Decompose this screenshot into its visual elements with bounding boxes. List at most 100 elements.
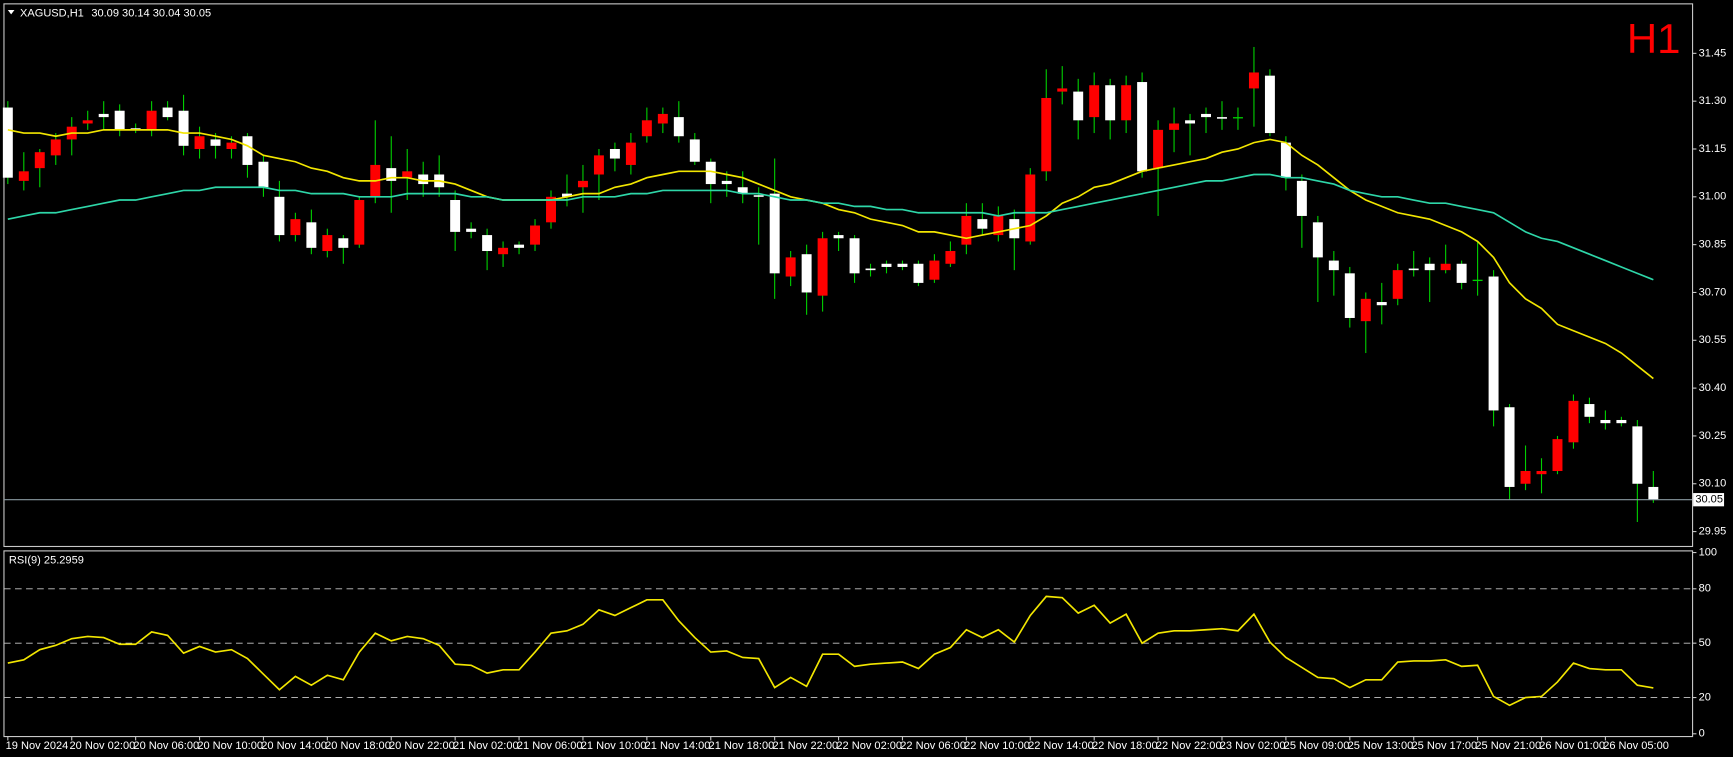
candle-body [1648,486,1659,500]
candle-body [1536,471,1547,475]
candle-body [146,110,157,130]
x-tick-label: 22 Nov 14:00 [1028,740,1094,752]
candle-body [2,107,13,178]
x-tick-label: 25 Nov 09:00 [1284,740,1350,752]
candle-body [18,171,29,181]
candle-body [705,161,716,185]
candle-body [450,200,461,232]
candle-body [322,235,333,252]
x-tick-label: 21 Nov 06:00 [517,740,583,752]
candle-body [769,193,780,274]
y-tick-label: 29.95 [1699,525,1727,537]
candle-body [178,110,189,146]
candle-body [34,152,45,169]
rsi-line [7,595,1654,707]
x-tick-label: 22 Nov 06:00 [900,740,966,752]
candle-body [1328,260,1339,271]
candle-body [993,215,1004,236]
candle-body [1217,117,1227,119]
timeframe-label: H1 [1627,15,1681,62]
candle-body [354,200,365,245]
candle-body [737,187,748,194]
candle-body [226,142,237,149]
candle-body [530,225,541,245]
candle-body [258,161,269,188]
candle-body [945,251,956,264]
moving-average [7,129,1654,380]
x-tick-label: 22 Nov 02:00 [836,740,902,752]
candle-body [546,196,556,223]
menu-arrow [7,9,15,15]
candle-body [1153,129,1164,169]
candle-body [961,215,972,245]
x-tick-label: 21 Nov 22:00 [772,740,838,752]
candle-body [1408,268,1419,271]
symbol: XAGUSD,H1 [20,7,84,19]
candle-body [514,244,525,248]
candle-body [482,235,493,252]
candle-body [274,196,285,236]
candle-body [306,222,317,248]
y-tick-label: 80 [1699,583,1711,595]
candle-body [1280,142,1291,178]
price-label: 30.05 [1695,494,1723,506]
candle-body [593,155,604,175]
candle-body [1169,123,1180,130]
candle-body [1520,471,1531,484]
y-tick-label: 30.55 [1699,334,1727,346]
x-tick-label: 25 Nov 17:00 [1411,740,1477,752]
rsi-label: RSI(9) [9,554,41,566]
y-tick-label: 20 [1699,691,1711,703]
x-tick-label: 21 Nov 10:00 [581,740,647,752]
candle-body [1073,91,1084,121]
candle-body [1089,85,1100,118]
candle-body [1376,302,1387,306]
candle-body [929,260,940,280]
candle-body [114,110,125,130]
candle-body [897,263,908,267]
rsi-title: RSI(9) 25.2959 [9,554,84,566]
candle-body [1616,419,1627,424]
candle-body [721,180,732,185]
candle-body [753,195,764,197]
candle-body [1105,85,1116,121]
candle-body [865,268,876,271]
x-tick-label: 23 Nov 02:00 [1220,740,1286,752]
candle-body [194,136,205,149]
y-tick-label: 31.30 [1699,95,1727,107]
candle-body [1440,263,1451,271]
candle-body [1025,174,1036,242]
x-tick-label: 20 Nov 22:00 [389,740,455,752]
candle-body [673,117,684,137]
candle-body [1137,82,1148,172]
candle-body [1600,419,1611,424]
x-tick-label: 21 Nov 02:00 [453,740,519,752]
candle-body [82,120,93,124]
y-tick-label: 0 [1699,728,1705,740]
candle-body [162,107,173,118]
x-tick-label: 22 Nov 22:00 [1156,740,1222,752]
candle-body [210,139,221,146]
x-tick-label: 22 Nov 10:00 [964,740,1030,752]
moving-average [7,173,1654,281]
y-tick-label: 30.10 [1699,478,1727,490]
y-tick-label: 31.45 [1699,47,1727,59]
candle-body [1424,263,1435,271]
y-tick-label: 31.00 [1699,191,1727,203]
candle-body [1472,279,1483,282]
candle-body [785,257,796,277]
x-tick-label: 26 Nov 05:00 [1603,740,1669,752]
candle-body [801,254,812,293]
candle-body [1504,407,1515,487]
candle-body [641,120,652,137]
x-tick-label: 22 Nov 18:00 [1092,740,1158,752]
candle-body [418,174,429,185]
x-tick-label: 25 Nov 13:00 [1348,740,1414,752]
candle-body [1248,72,1259,89]
y-tick-label: 30.85 [1699,239,1727,251]
x-tick-label: 20 Nov 02:00 [70,740,136,752]
candle-body [1632,426,1643,484]
candle-body [338,238,349,248]
x-tick-label: 19 Nov 2024 [6,740,69,752]
